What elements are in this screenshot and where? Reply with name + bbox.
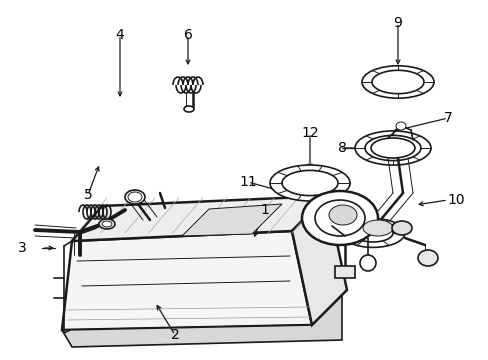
Ellipse shape [417,250,437,266]
Text: 2: 2 [170,328,179,342]
Ellipse shape [99,219,115,229]
Text: 9: 9 [393,16,402,30]
Ellipse shape [314,200,364,236]
Ellipse shape [302,191,377,245]
Text: 3: 3 [18,241,26,255]
Ellipse shape [359,255,375,271]
Ellipse shape [395,122,405,130]
Ellipse shape [352,224,392,242]
Text: 12: 12 [301,126,318,140]
Ellipse shape [328,205,356,225]
Text: 7: 7 [443,111,451,125]
Text: 4: 4 [115,28,124,42]
Polygon shape [62,295,341,347]
Ellipse shape [362,220,392,236]
Text: 8: 8 [337,141,346,155]
Ellipse shape [282,170,337,195]
Ellipse shape [128,192,142,202]
Ellipse shape [183,106,194,112]
Polygon shape [334,266,354,278]
Ellipse shape [102,221,112,227]
Polygon shape [72,196,326,241]
Ellipse shape [361,66,433,98]
Ellipse shape [340,219,404,247]
Ellipse shape [370,138,414,158]
Ellipse shape [354,131,430,165]
Text: 1: 1 [260,203,269,217]
Ellipse shape [269,165,349,201]
Ellipse shape [125,190,145,204]
Ellipse shape [391,221,411,235]
Text: 11: 11 [239,175,256,189]
Text: 6: 6 [183,28,192,42]
Text: 10: 10 [446,193,464,207]
Polygon shape [182,204,282,236]
Ellipse shape [371,70,423,94]
Polygon shape [62,231,311,330]
Ellipse shape [364,135,420,161]
Polygon shape [291,196,346,325]
Text: 5: 5 [83,188,92,202]
